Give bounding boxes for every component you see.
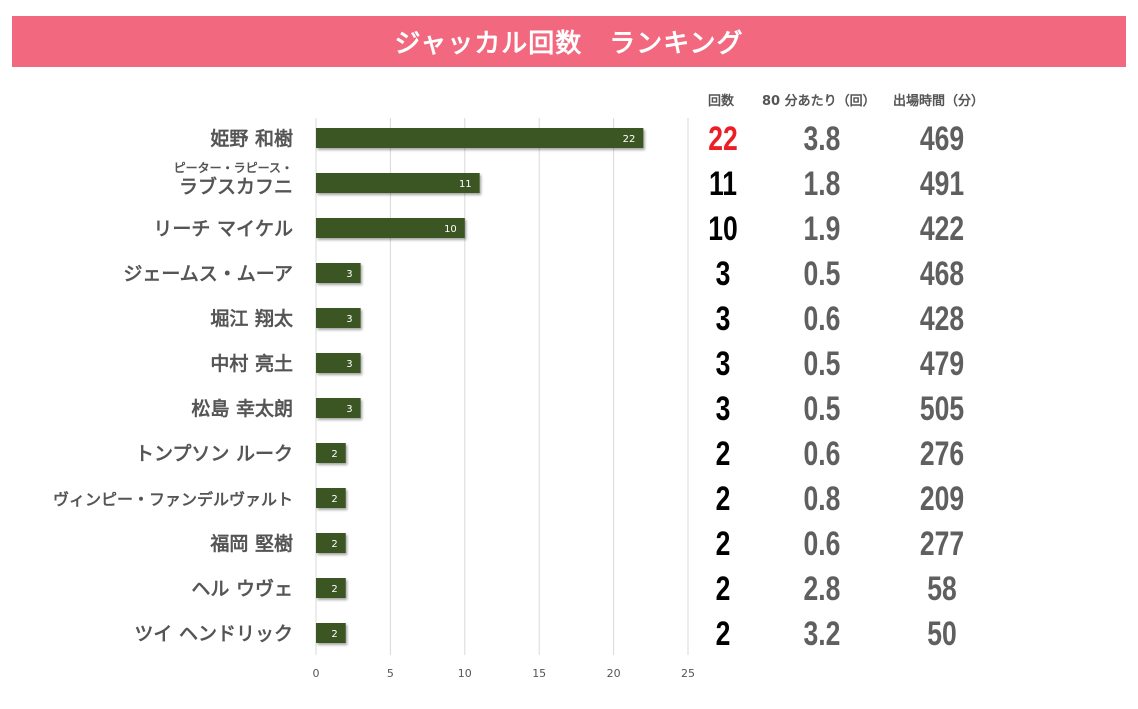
- bar: [316, 308, 361, 328]
- count-value: 3: [715, 255, 731, 293]
- header-minutes: 出場時間（分）: [893, 94, 985, 109]
- minutes-value: 479: [919, 345, 965, 383]
- bar-value-label: 2: [331, 584, 337, 595]
- minutes-value: 422: [919, 210, 965, 248]
- category-label: ツイ ヘンドリック: [134, 623, 293, 645]
- bar-value-label: 10: [444, 224, 457, 235]
- minutes-value: 428: [919, 300, 965, 338]
- bar: [316, 488, 346, 508]
- category-label: 松島 幸太朗: [191, 397, 293, 420]
- category-label: 福岡 堅樹: [209, 532, 293, 555]
- category-label-line1: ピーター・ラピース・: [174, 161, 293, 175]
- count-value: 10: [708, 210, 738, 248]
- count-value: 11: [708, 165, 738, 203]
- bar: [316, 353, 361, 373]
- count-value: 2: [715, 480, 731, 518]
- chart-title: ジャッカル回数 ランキング: [394, 29, 744, 59]
- header-per80: 80 分あたり（回）: [762, 94, 876, 109]
- minutes-value: 276: [919, 435, 965, 473]
- count-value: 2: [715, 435, 731, 473]
- count-value: 2: [715, 615, 731, 653]
- per80-value: 0.5: [803, 345, 841, 383]
- count-value: 2: [715, 570, 731, 608]
- per80-value: 0.5: [803, 255, 841, 293]
- bar-value-label: 3: [346, 404, 352, 415]
- category-label: 姫野 和樹: [210, 127, 293, 150]
- per80-value: 1.9: [803, 210, 841, 248]
- count-value: 3: [715, 345, 731, 383]
- bar-value-label: 2: [331, 494, 337, 505]
- minutes-value: 277: [919, 525, 965, 563]
- x-axis-ticks: 0 5 10 15 20 25: [313, 667, 696, 680]
- bars: [316, 128, 644, 643]
- category-label: リーチ マイケル: [153, 218, 293, 240]
- bar: [316, 398, 361, 418]
- minutes-value: 58: [927, 570, 957, 608]
- count-value: 2: [715, 525, 731, 563]
- bar: [316, 578, 346, 598]
- category-label: ヴィンピー・ファンデルヴァルト: [53, 490, 293, 509]
- per80-value: 0.6: [803, 525, 841, 563]
- count-value: 3: [715, 300, 731, 338]
- x-tick-label: 10: [458, 667, 472, 680]
- per80-value: 3.2: [803, 615, 841, 653]
- x-tick-label: 20: [607, 667, 621, 680]
- bar: [316, 128, 644, 148]
- category-label: ラブスカフニ: [179, 175, 293, 198]
- title-banner: ジャッカル回数 ランキング: [12, 16, 1126, 67]
- per80-value: 1.8: [803, 165, 841, 203]
- header-count: 回数: [708, 94, 735, 109]
- category-label: 堀江 翔太: [210, 307, 294, 330]
- bar-value-label: 11: [459, 179, 472, 190]
- bar-value-label: 3: [346, 269, 352, 280]
- per80-value: 0.5: [803, 390, 841, 428]
- per80-value: 0.6: [803, 435, 841, 473]
- x-tick-label: 5: [387, 667, 394, 680]
- bar: [316, 443, 346, 463]
- bar-value-label: 22: [623, 134, 636, 145]
- minutes-value: 50: [927, 615, 957, 653]
- minutes-value: 491: [919, 165, 965, 203]
- bar-value-label: 2: [331, 449, 337, 460]
- minutes-value: 209: [919, 480, 965, 518]
- minutes-value: 469: [919, 120, 965, 158]
- bar-value-label: 3: [346, 314, 352, 325]
- bar: [316, 218, 465, 238]
- per80-value: 2.8: [803, 570, 841, 608]
- minutes-value: 468: [919, 255, 965, 293]
- x-tick-label: 25: [681, 667, 695, 680]
- bar: [316, 173, 480, 193]
- per80-value: 0.6: [803, 300, 841, 338]
- count-value: 22: [708, 120, 738, 158]
- bar: [316, 623, 346, 643]
- bar-value-label: 2: [331, 629, 337, 640]
- x-tick-label: 0: [313, 667, 320, 680]
- count-value: 3: [715, 390, 731, 428]
- per80-value: 0.8: [803, 480, 841, 518]
- minutes-value: 505: [919, 390, 965, 428]
- bar-value-label: 2: [331, 539, 337, 550]
- x-tick-label: 15: [532, 667, 546, 680]
- category-label: ヘル ウヴェ: [191, 577, 293, 600]
- bar: [316, 263, 361, 283]
- bar-value-label: 3: [346, 359, 352, 370]
- per80-value: 3.8: [803, 120, 841, 158]
- category-label: トンプソン ルーク: [135, 442, 293, 465]
- bar: [316, 533, 346, 553]
- category-label: ジェームス・ムーア: [123, 263, 293, 285]
- category-label: 中村 亮土: [210, 352, 293, 375]
- grid-lines: [315, 118, 689, 655]
